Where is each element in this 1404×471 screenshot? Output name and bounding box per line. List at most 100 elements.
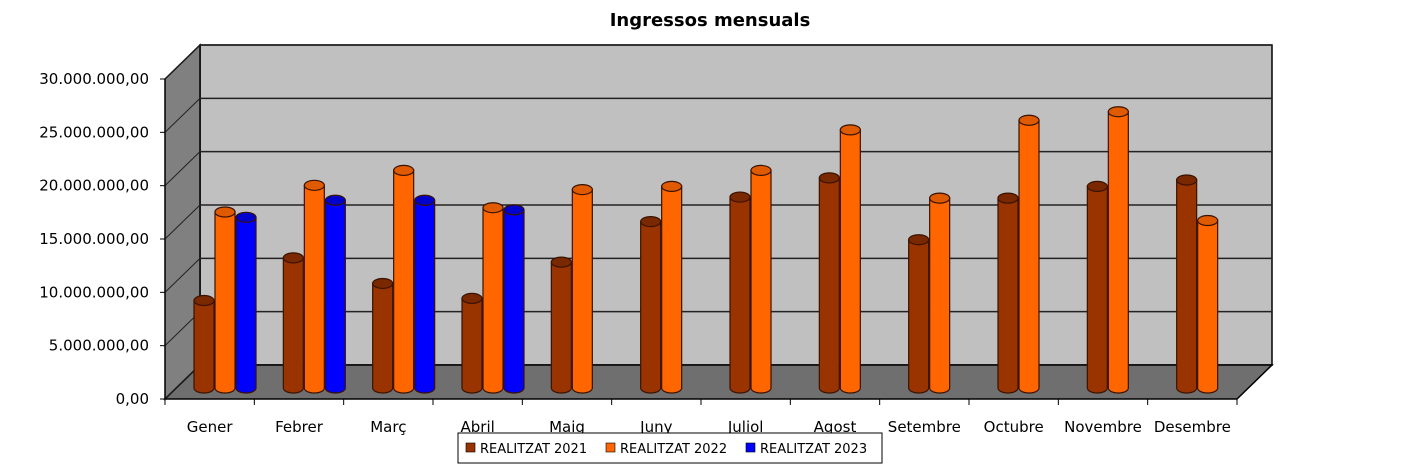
bar-body xyxy=(997,197,1019,394)
legend-box xyxy=(457,432,883,464)
bar-body xyxy=(1018,119,1040,394)
bar-realitzat-2021 xyxy=(997,192,1019,394)
side-gridline xyxy=(164,257,201,293)
bar-realitzat-2023 xyxy=(235,211,257,394)
bar-realitzat-2021 xyxy=(193,294,215,394)
side-gridline xyxy=(164,151,201,187)
side-gridline xyxy=(164,44,201,80)
bar-body xyxy=(414,199,436,394)
bar-realitzat-2022 xyxy=(482,202,504,394)
bar-realitzat-2022 xyxy=(214,206,236,394)
bar-realitzat-2022 xyxy=(303,179,325,394)
y-tick-label: 0,00 xyxy=(116,390,149,408)
chart-title: Ingressos mensuals xyxy=(610,10,811,31)
bar-realitzat-2022 xyxy=(661,180,683,394)
bar-realitzat-2023 xyxy=(324,194,346,394)
bar-realitzat-2021 xyxy=(640,216,662,394)
y-tick-label: 20.000.000,00 xyxy=(39,177,149,195)
bar-body xyxy=(929,197,951,394)
side-gridline xyxy=(164,204,201,240)
y-tick-label: 5.000.000,00 xyxy=(49,337,149,355)
side-gridline xyxy=(164,97,201,133)
bar-body xyxy=(1176,179,1198,394)
bar-body xyxy=(1107,111,1129,394)
bar-top xyxy=(729,191,751,203)
bar-top xyxy=(550,256,572,268)
bar-realitzat-2021 xyxy=(1176,174,1198,394)
x-tick-label: Octubre xyxy=(984,418,1044,436)
bar-realitzat-2021 xyxy=(372,277,394,394)
bars xyxy=(193,106,1219,394)
y-tick-label: 10.000.000,00 xyxy=(39,283,149,301)
bar-body xyxy=(235,216,257,394)
bar-realitzat-2022 xyxy=(1107,106,1129,394)
bar-realitzat-2022 xyxy=(393,164,415,394)
bar-top xyxy=(324,194,346,206)
bar-realitzat-2021 xyxy=(550,256,572,394)
bar-body xyxy=(550,261,572,394)
bar-top xyxy=(1018,114,1040,126)
bar-top xyxy=(818,172,840,184)
bar-body xyxy=(324,199,346,394)
bar-body xyxy=(303,184,325,394)
legend: REALITZAT 2021 REALITZAT 2022 REALITZAT 20… xyxy=(457,432,883,464)
legend-swatch xyxy=(605,442,616,453)
bar-realitzat-2023 xyxy=(503,204,525,394)
x-tick-label: Abril xyxy=(461,418,495,436)
legend-swatch xyxy=(745,442,756,453)
legend-label: REALITZAT 2021 xyxy=(480,442,587,457)
bar-realitzat-2022 xyxy=(929,192,951,394)
x-tick-label: Juliol xyxy=(727,418,764,436)
bar-body xyxy=(661,185,683,394)
y-axis: 0,00 5.000.000,00 10.000.000,00 15.000.000,… xyxy=(39,70,166,408)
bar-body xyxy=(193,299,215,394)
bar-body xyxy=(908,239,930,394)
bar-top xyxy=(929,192,951,204)
bar-top xyxy=(503,204,525,216)
bar-top xyxy=(1107,106,1129,118)
legend-label: REALITZAT 2023 xyxy=(760,442,867,457)
bar-body xyxy=(750,169,772,394)
bar-body xyxy=(461,297,483,394)
bar-body xyxy=(839,129,861,394)
x-tick-label: Juny xyxy=(639,418,672,436)
bar-top xyxy=(303,179,325,191)
bar-realitzat-2021 xyxy=(461,292,483,394)
bar-top xyxy=(414,194,436,206)
legend-label: REALITZAT 2022 xyxy=(620,442,727,457)
bar-realitzat-2021 xyxy=(818,172,840,394)
bar-body xyxy=(818,177,840,394)
x-tick-label: Gener xyxy=(187,418,234,436)
bar-body xyxy=(640,221,662,394)
bar-top xyxy=(908,234,930,246)
bar-top xyxy=(214,206,236,218)
bar-top xyxy=(282,252,304,264)
bar-realitzat-2022 xyxy=(1197,214,1219,394)
bar-body xyxy=(503,209,525,394)
x-axis: Gener Febrer Març Abril Maig Juny Juliol Agost S… xyxy=(164,398,1238,436)
bar-realitzat-2021 xyxy=(908,234,930,394)
bar-body xyxy=(1197,219,1219,394)
bar-body xyxy=(482,207,504,394)
bar-top xyxy=(1176,174,1198,186)
bar-realitzat-2021 xyxy=(729,191,751,394)
bar-top xyxy=(1197,214,1219,227)
bar-top xyxy=(571,184,593,196)
bar-body xyxy=(571,189,593,394)
bar-top xyxy=(482,202,504,214)
x-tick-label: Novembre xyxy=(1064,418,1142,436)
y-tick-label: 30.000.000,00 xyxy=(39,70,149,88)
x-tick-label: Març xyxy=(370,418,406,436)
bar-realitzat-2021 xyxy=(1086,180,1108,394)
bar-realitzat-2022 xyxy=(750,164,772,394)
bar-body xyxy=(282,257,304,394)
bar-top xyxy=(461,292,483,304)
bar-top xyxy=(640,216,662,228)
bar-body xyxy=(372,282,394,394)
bar-realitzat-2022 xyxy=(1018,114,1040,394)
bar-top xyxy=(372,277,394,290)
bar-top xyxy=(997,192,1019,204)
bar-body xyxy=(1086,185,1108,394)
bar-realitzat-2023 xyxy=(414,194,436,394)
